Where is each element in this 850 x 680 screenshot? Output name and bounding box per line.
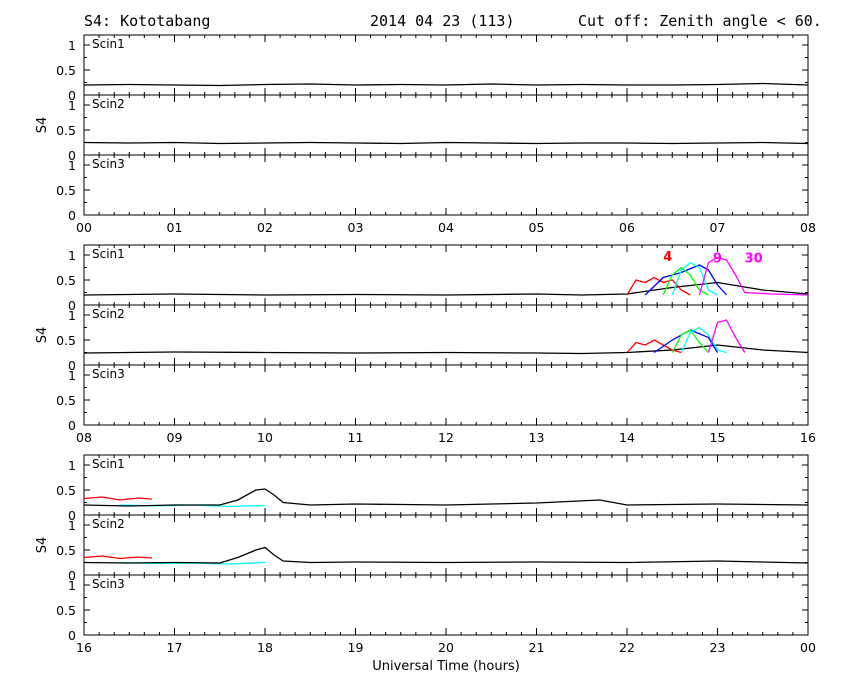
- y-tick-label: 1: [68, 518, 76, 533]
- y-tick-label: 1: [68, 98, 76, 113]
- panel-label: Scin2: [92, 307, 125, 321]
- annotation-label: 4: [663, 250, 672, 265]
- panel-label: Scin2: [92, 517, 125, 531]
- series-line: [83, 281, 809, 296]
- panel-frame: [83, 94, 809, 156]
- x-tick-label: 15: [710, 430, 726, 445]
- panel-frame: [83, 514, 809, 576]
- y-tick-label: 0: [68, 508, 76, 523]
- panel-label: Scin1: [92, 37, 125, 51]
- panel-label: Scin3: [92, 157, 125, 171]
- y-axis-label: S4: [35, 117, 50, 134]
- series-line: [671, 329, 709, 353]
- y-tick-label: 1: [68, 248, 76, 263]
- x-tick-label: 21: [529, 640, 545, 655]
- y-tick-label: 0: [68, 568, 76, 583]
- y-tick-label: 0.5: [56, 183, 76, 198]
- panel-label: Scin3: [92, 577, 125, 591]
- y-tick-label: 0.5: [56, 273, 76, 288]
- series-line: [680, 326, 727, 354]
- x-tick-label: 16: [800, 430, 816, 445]
- y-tick-label: 0: [68, 88, 76, 103]
- series-line: [83, 496, 152, 501]
- y-tick-label: 1: [68, 458, 76, 473]
- x-tick-label: 09: [167, 430, 183, 445]
- x-tick-label: 00: [800, 640, 816, 655]
- annotation-label: 30: [745, 252, 763, 267]
- x-tick-label: 10: [257, 430, 273, 445]
- y-tick-label: 1: [68, 308, 76, 323]
- x-tick-label: 22: [619, 640, 635, 655]
- series-line: [698, 256, 809, 296]
- series-line: [83, 82, 809, 87]
- x-tick-label: 18: [257, 640, 273, 655]
- y-tick-label: 0.5: [56, 543, 76, 558]
- series-line: [626, 276, 691, 296]
- y-tick-label: 1: [68, 158, 76, 173]
- header-station: S4: Kototabang: [84, 12, 211, 30]
- x-tick-label: 14: [619, 430, 635, 445]
- header-cutoff: Cut off: Zenith angle < 60.: [578, 12, 822, 30]
- x-tick-label: 02: [257, 220, 273, 235]
- panel-frame: [83, 154, 809, 216]
- x-tick-label: 13: [529, 430, 545, 445]
- panel-frame: [83, 244, 809, 306]
- x-tick-label: 01: [167, 220, 183, 235]
- x-tick-label: 05: [529, 220, 545, 235]
- y-tick-label: 0.5: [56, 393, 76, 408]
- y-tick-label: 1: [68, 38, 76, 53]
- x-tick-label: 19: [348, 640, 364, 655]
- panel-label: Scin1: [92, 457, 125, 471]
- y-tick-label: 0.5: [56, 123, 76, 138]
- x-tick-label: 20: [438, 640, 454, 655]
- y-tick-label: 0: [68, 298, 76, 313]
- x-tick-label: 17: [167, 640, 183, 655]
- annotation-label: 9: [713, 252, 722, 267]
- series-line: [671, 261, 718, 296]
- series-line: [644, 264, 727, 296]
- y-tick-label: 1: [68, 368, 76, 383]
- x-tick-label: 11: [348, 430, 364, 445]
- panel-frame: [83, 304, 809, 366]
- y-tick-label: 0.5: [56, 603, 76, 618]
- y-axis-label: S4: [35, 327, 50, 344]
- series-line: [83, 344, 809, 355]
- y-tick-label: 0: [68, 148, 76, 163]
- header-date: 2014 04 23 (113): [370, 12, 515, 30]
- panel-frame: [83, 34, 809, 96]
- y-tick-label: 0: [68, 208, 76, 223]
- panel-label: Scin1: [92, 247, 125, 261]
- series-line: [83, 488, 809, 507]
- y-tick-label: 0: [68, 358, 76, 373]
- x-tick-label: 04: [438, 220, 454, 235]
- y-axis-label: S4: [35, 537, 50, 554]
- panel-label: Scin2: [92, 97, 125, 111]
- y-tick-label: 0: [68, 418, 76, 433]
- x-tick-label: 23: [710, 640, 726, 655]
- series-line: [626, 339, 682, 354]
- panel-frame: [83, 574, 809, 636]
- x-axis-label: Universal Time (hours): [372, 659, 520, 674]
- panel-frame: [83, 454, 809, 516]
- y-tick-label: 0.5: [56, 333, 76, 348]
- series-line: [83, 141, 809, 145]
- y-tick-label: 0.5: [56, 483, 76, 498]
- x-tick-label: 12: [438, 430, 454, 445]
- y-tick-label: 0.5: [56, 63, 76, 78]
- x-tick-label: 07: [710, 220, 726, 235]
- series-line: [707, 319, 746, 353]
- panel-frame: [83, 364, 809, 426]
- x-tick-label: 00: [76, 220, 92, 235]
- panel-label: Scin3: [92, 367, 125, 381]
- series-line: [83, 546, 809, 564]
- x-tick-label: 06: [619, 220, 635, 235]
- series-line: [83, 555, 152, 560]
- y-tick-label: 0: [68, 628, 76, 643]
- x-tick-label: 03: [348, 220, 364, 235]
- y-tick-label: 1: [68, 578, 76, 593]
- x-tick-label: 08: [76, 430, 92, 445]
- x-tick-label: 16: [76, 640, 92, 655]
- x-tick-label: 08: [800, 220, 816, 235]
